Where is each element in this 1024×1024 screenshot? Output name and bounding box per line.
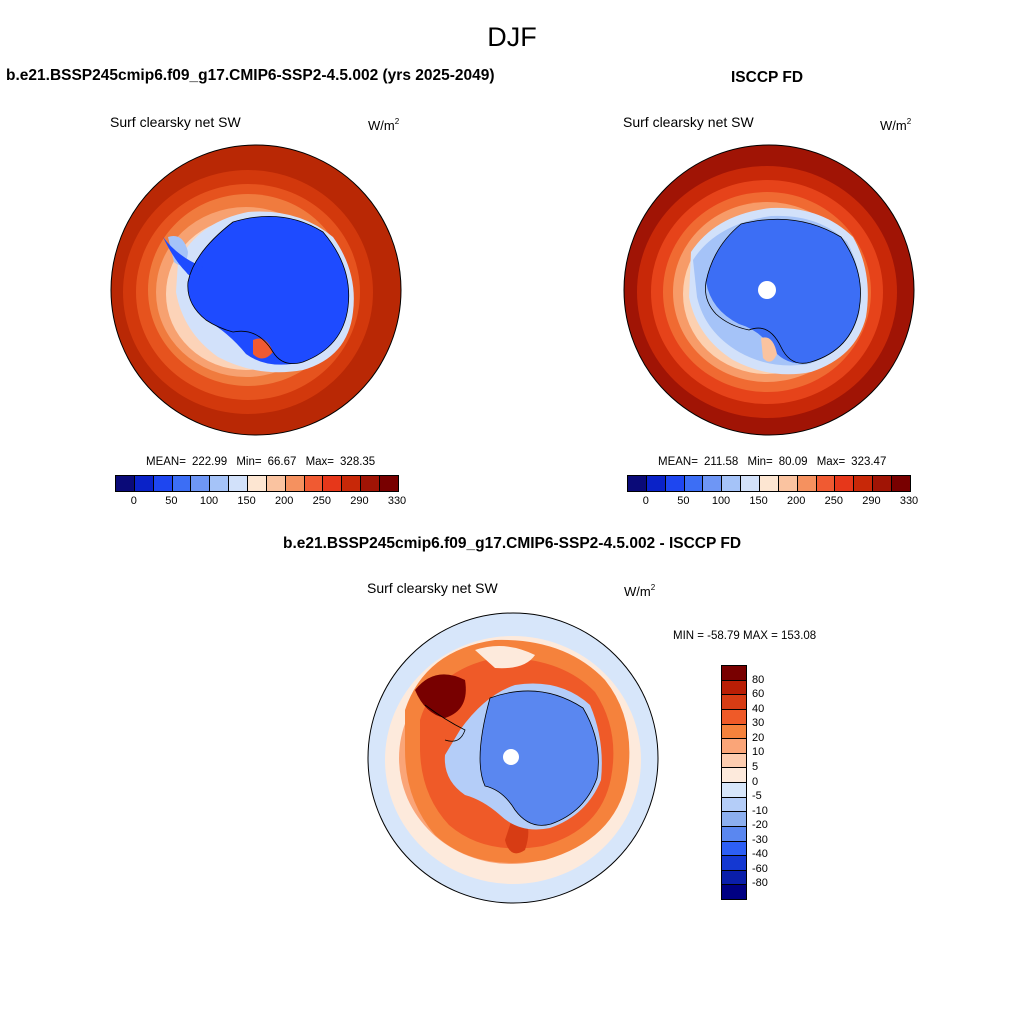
colorbar-tick-label: 250 (312, 495, 331, 507)
colorbar-box (722, 783, 746, 798)
colorbar-box (665, 476, 685, 491)
colorbar-box (816, 476, 836, 491)
colorbar-tick-label: 5 (752, 760, 759, 773)
panel3-colorbar (721, 665, 747, 900)
colorbar-box (304, 476, 324, 491)
colorbar-box (722, 870, 746, 886)
colorbar-tick-label: -20 (752, 819, 768, 832)
colorbar-box (722, 768, 746, 783)
colorbar-box (342, 476, 362, 491)
colorbar-box (741, 476, 761, 491)
panel3-colorbar-ticks: 80 60 40 30 20 10 5 0 -5 -10 -20 -30 -40 -60 -80 (752, 665, 792, 898)
colorbar-box (722, 724, 746, 740)
panel3-title: b.e21.BSSP245cmip6.f09_g17.CMIP6-SSP2-4.… (282, 535, 742, 552)
panel1-colorbar-ticks: 0 50 100 150 200 250 290 330 (115, 495, 406, 509)
colorbar-box (722, 856, 746, 871)
colorbar-box (210, 476, 230, 491)
colorbar-tick-label: 150 (237, 495, 256, 507)
colorbar-box (229, 476, 249, 491)
colorbar-tick-label: 330 (387, 495, 407, 507)
panel2-colorbar (627, 475, 911, 492)
colorbar-tick-label: -30 (752, 833, 768, 846)
panel3-units: W/m2 (624, 583, 656, 599)
colorbar-box (722, 476, 742, 491)
panel1-variable: Surf clearsky net SW (110, 114, 241, 130)
colorbar-tick-label: 20 (752, 731, 765, 744)
colorbar-box (722, 885, 746, 899)
panel1-units: W/m2 (368, 117, 400, 133)
colorbar-box (892, 476, 910, 491)
colorbar-tick-label: 40 (752, 702, 765, 715)
colorbar-tick-label: 30 (752, 717, 765, 730)
colorbar-box (172, 476, 192, 491)
colorbar-tick-label: -40 (752, 848, 768, 861)
colorbar-box (285, 476, 305, 491)
colorbar-box (835, 476, 855, 491)
colorbar-tick-label: -80 (752, 877, 768, 890)
colorbar-box (248, 476, 267, 491)
panel2-colorbar-ticks: 0 50 100 150 200 250 290 330 (627, 495, 918, 509)
panel1-title: b.e21.BSSP245cmip6.f09_g17.CMIP6-SSP2-4.… (6, 67, 495, 84)
panel1-colorbar (115, 475, 399, 492)
colorbar-box (153, 476, 173, 491)
figure-title: DJF (487, 22, 537, 52)
colorbar-box (116, 476, 135, 491)
colorbar-box (646, 476, 666, 491)
colorbar-tick-label: 330 (899, 495, 919, 507)
colorbar-box (361, 476, 381, 491)
colorbar-box (191, 476, 211, 491)
colorbar-tick-label: 150 (749, 495, 768, 507)
panel1-polar-map (110, 144, 402, 436)
colorbar-box (722, 709, 746, 725)
panel2-units: W/m2 (880, 117, 912, 133)
colorbar-tick-label: 290 (350, 495, 369, 507)
panel3-variable: Surf clearsky net SW (367, 580, 498, 596)
colorbar-tick-label: 200 (787, 495, 806, 507)
colorbar-tick-label: 200 (275, 495, 294, 507)
colorbar-tick-label: 10 (752, 746, 765, 759)
colorbar-box (778, 476, 798, 491)
colorbar-box (134, 476, 154, 491)
panel2-title: ISCCP FD (731, 69, 804, 86)
colorbar-box (722, 695, 746, 710)
colorbar-tick-label: 100 (711, 495, 731, 507)
colorbar-box (722, 812, 746, 827)
colorbar-tick-label: 60 (752, 688, 765, 701)
colorbar-box (323, 476, 343, 491)
colorbar-tick-label: 50 (165, 495, 178, 507)
colorbar-box (873, 476, 893, 491)
colorbar-box (722, 680, 746, 696)
colorbar-box (628, 476, 647, 491)
colorbar-box (722, 797, 746, 813)
colorbar-box (684, 476, 704, 491)
panel3-polar-map (367, 612, 659, 904)
panel1-stats: MEAN= 222.99 Min= 66.67 Max= 328.35 (146, 456, 376, 468)
colorbar-tick-label: 0 (752, 775, 759, 788)
colorbar-tick-label: -10 (752, 804, 768, 817)
colorbar-tick-label: 290 (862, 495, 881, 507)
colorbar-box (760, 476, 779, 491)
colorbar-tick-label: 100 (199, 495, 219, 507)
panel2-variable: Surf clearsky net SW (623, 114, 754, 130)
colorbar-box (266, 476, 286, 491)
colorbar-box (854, 476, 874, 491)
colorbar-tick-label: -60 (752, 862, 768, 875)
panel2-stats: MEAN= 211.58 Min= 80.09 Max= 323.47 (658, 456, 887, 468)
colorbar-tick-label: 0 (130, 495, 137, 507)
colorbar-tick-label: 50 (677, 495, 690, 507)
colorbar-tick-label: 0 (642, 495, 649, 507)
colorbar-box (722, 753, 746, 769)
colorbar-box (380, 476, 398, 491)
colorbar-box (722, 841, 746, 857)
colorbar-box (722, 826, 746, 842)
panel3-minmax: MIN = -58.79 MAX = 153.08 (673, 630, 817, 642)
colorbar-box (703, 476, 723, 491)
colorbar-box (797, 476, 817, 491)
colorbar-tick-label: 80 (752, 673, 765, 686)
colorbar-tick-label: 250 (824, 495, 843, 507)
colorbar-box (722, 739, 746, 754)
colorbar-tick-label: -5 (752, 790, 762, 803)
panel2-polar-map (623, 144, 915, 436)
colorbar-box (722, 666, 746, 681)
